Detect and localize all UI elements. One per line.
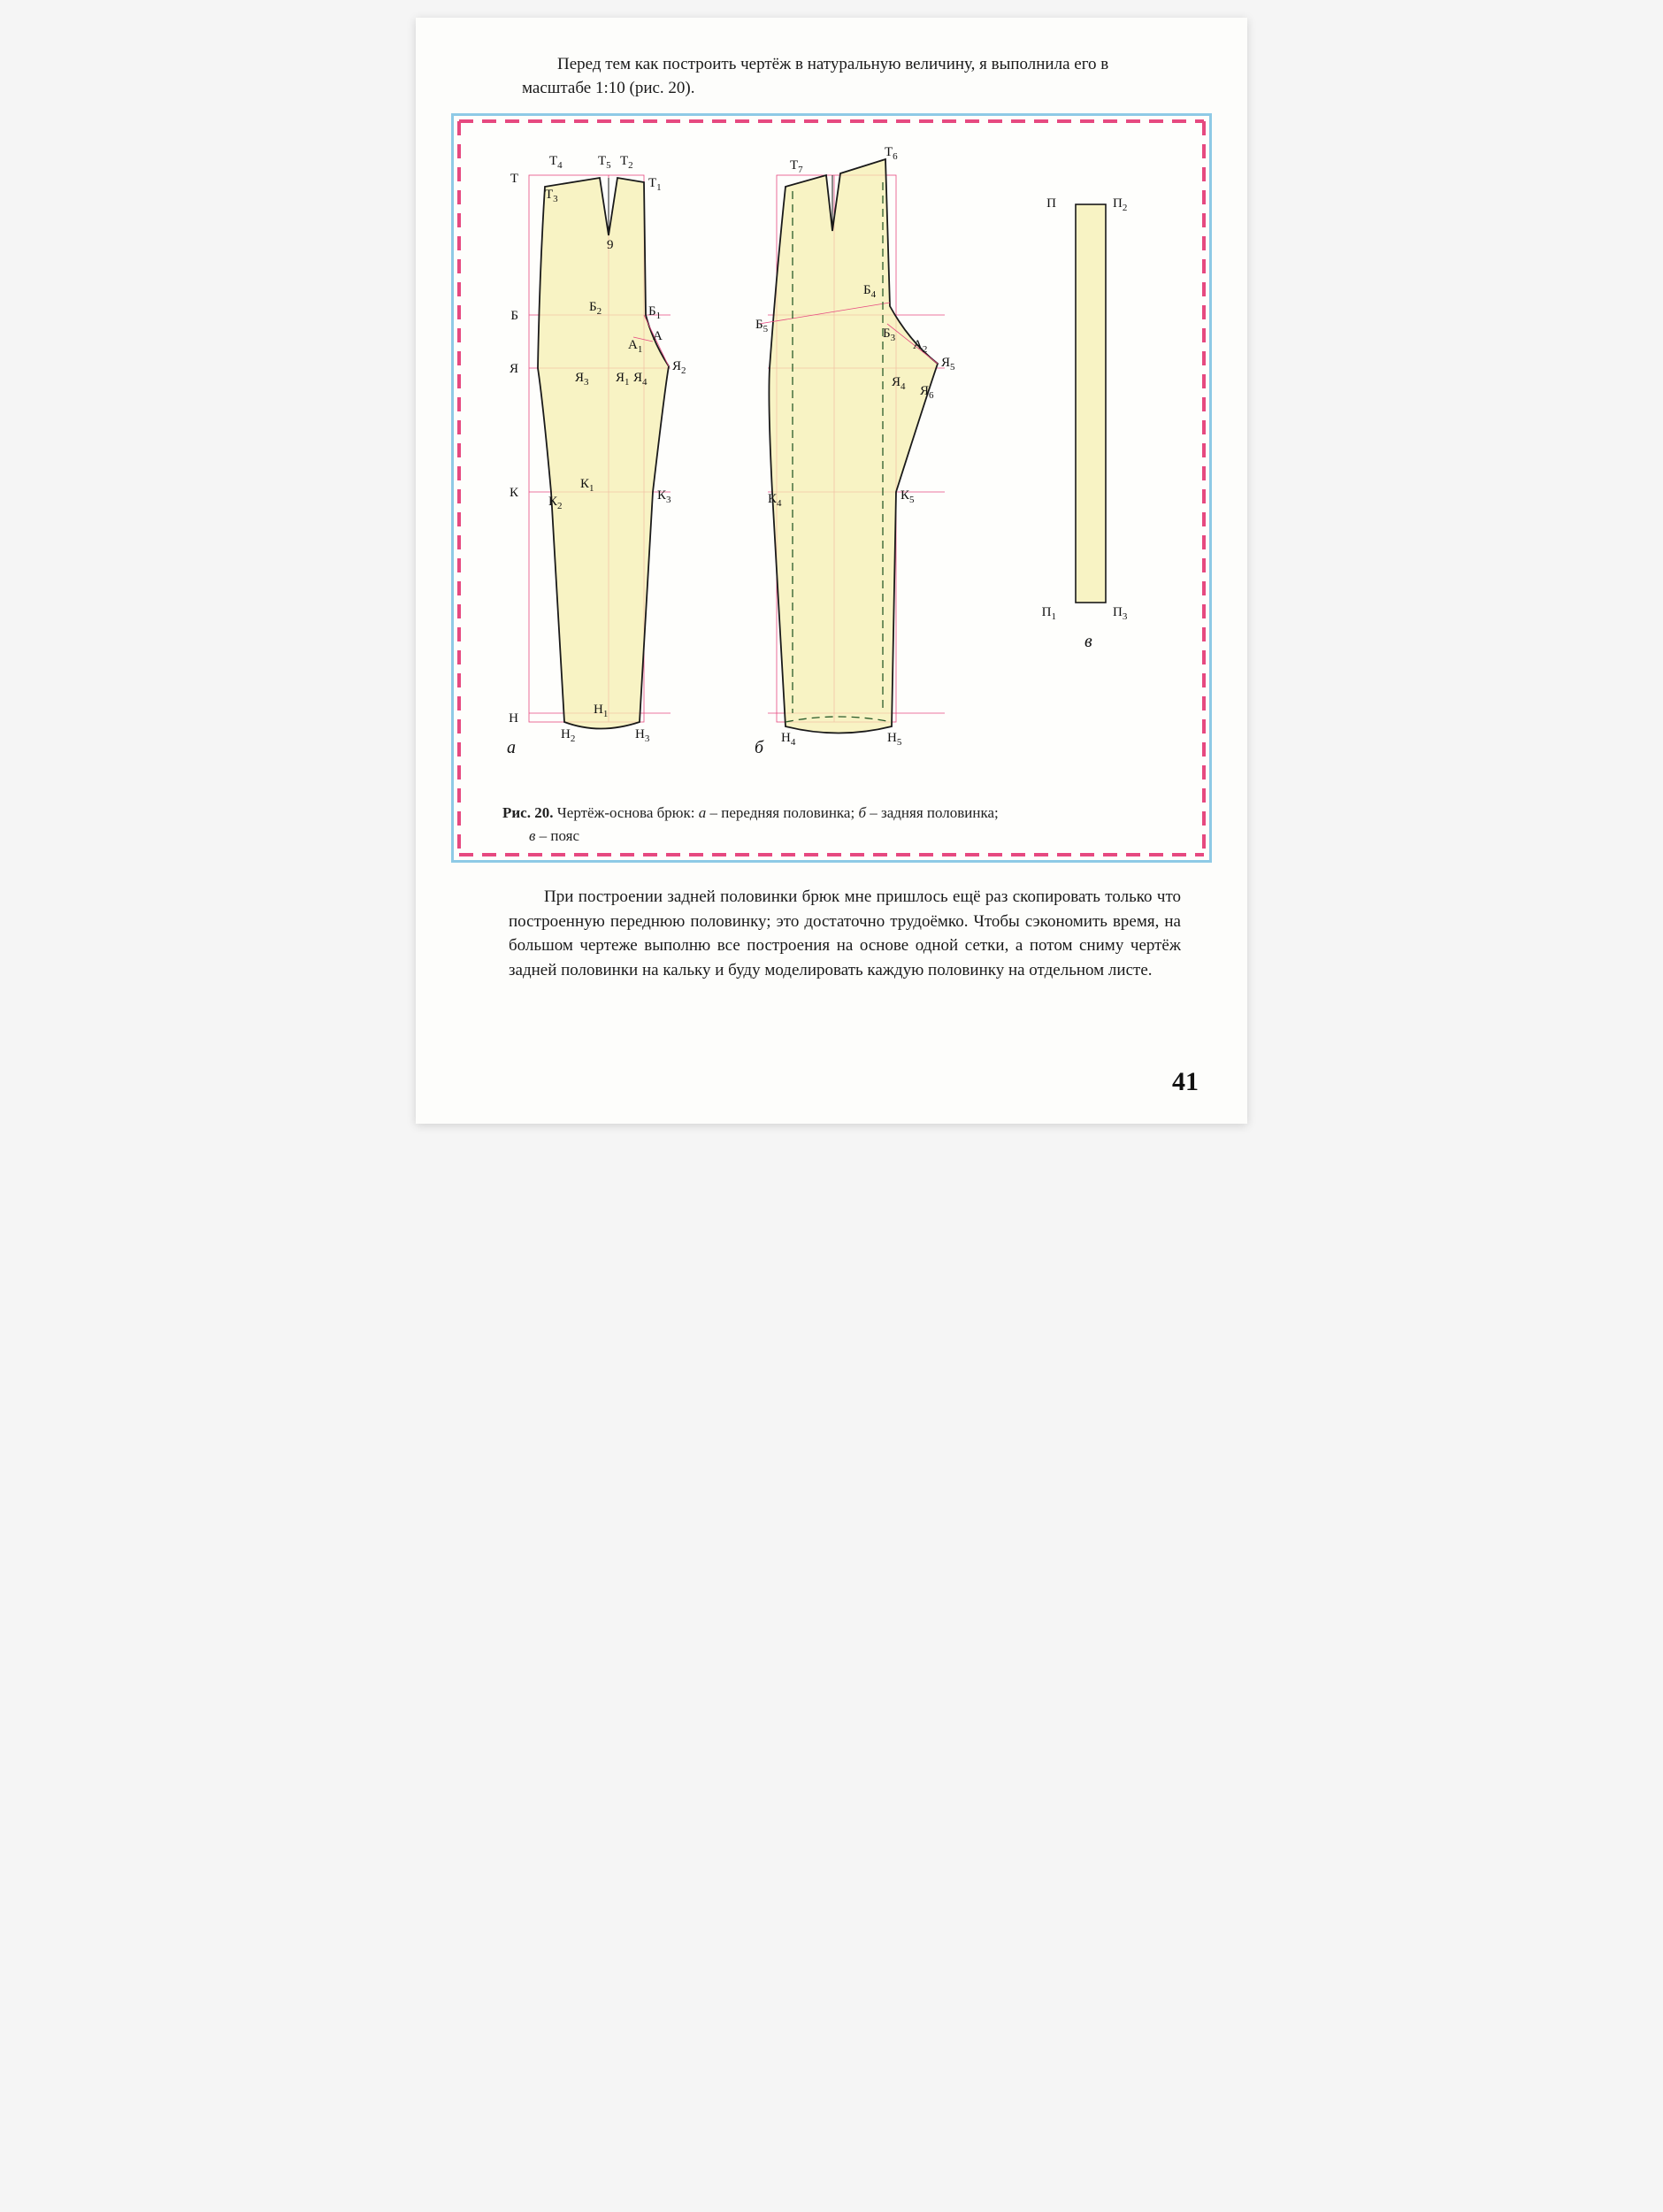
svg-text:Я2: Я2 (672, 359, 686, 376)
svg-text:П: П (1046, 196, 1056, 211)
svg-text:П3: П3 (1113, 605, 1128, 622)
svg-text:Н3: Н3 (635, 727, 650, 744)
svg-text:А: А (653, 329, 663, 343)
svg-text:а: а (507, 738, 516, 757)
svg-text:Н5: Н5 (887, 731, 902, 748)
svg-text:Т5: Т5 (598, 154, 611, 171)
svg-text:Я: Я (510, 362, 518, 376)
svg-text:Б5: Б5 (755, 318, 769, 334)
svg-text:Т1: Т1 (648, 176, 662, 193)
svg-text:Т: Т (510, 172, 518, 186)
pattern-diagram: ТТ4Т5Т2Т1Т39ББ2Б1А1АЯЯ3Я1Я4Я2КК1К2К3НН1Н… (476, 138, 1201, 793)
svg-text:П1: П1 (1042, 605, 1056, 622)
svg-text:К5: К5 (900, 488, 915, 505)
caption-fig-num: Рис. 20. (502, 804, 553, 821)
caption-text-a: – передняя половинка; (706, 804, 858, 821)
svg-text:Т2: Т2 (620, 154, 633, 171)
svg-text:Н2: Н2 (561, 727, 575, 744)
svg-text:Б: Б (510, 309, 518, 323)
svg-text:Н: Н (509, 711, 518, 726)
figure-caption: Рис. 20. Чертёж-основа брюк: а – передня… (476, 802, 1187, 847)
svg-text:в: в (1084, 632, 1092, 651)
caption-main: Чертёж-основа брюк: (553, 804, 698, 821)
body-paragraph: При построении задней половинки брюк мне… (509, 885, 1181, 982)
caption-label-b: б (858, 804, 866, 821)
caption-text-v: – пояс (535, 827, 579, 844)
svg-text:Н4: Н4 (781, 731, 796, 748)
figure-20-box: ТТ4Т5Т2Т1Т39ББ2Б1А1АЯЯ3Я1Я4Я2КК1К2К3НН1Н… (451, 113, 1212, 863)
svg-text:К3: К3 (657, 488, 671, 505)
svg-text:Т7: Т7 (790, 158, 803, 175)
svg-text:Т6: Т6 (885, 145, 898, 162)
intro-paragraph: Перед тем как построить чертёж в натурал… (522, 53, 1168, 100)
svg-text:9: 9 (607, 238, 614, 252)
svg-text:Т4: Т4 (549, 154, 563, 171)
textbook-page: Перед тем как построить чертёж в натурал… (416, 18, 1247, 1124)
svg-text:б: б (755, 738, 764, 757)
caption-label-v: в (502, 827, 535, 844)
svg-text:П2: П2 (1113, 196, 1127, 213)
svg-text:Б1: Б1 (648, 304, 661, 321)
page-number: 41 (1172, 1067, 1199, 1097)
caption-text-b: – задняя половинка; (866, 804, 999, 821)
svg-text:Я5: Я5 (941, 356, 955, 373)
caption-label-a: а (699, 804, 707, 821)
svg-text:К: К (510, 486, 519, 500)
